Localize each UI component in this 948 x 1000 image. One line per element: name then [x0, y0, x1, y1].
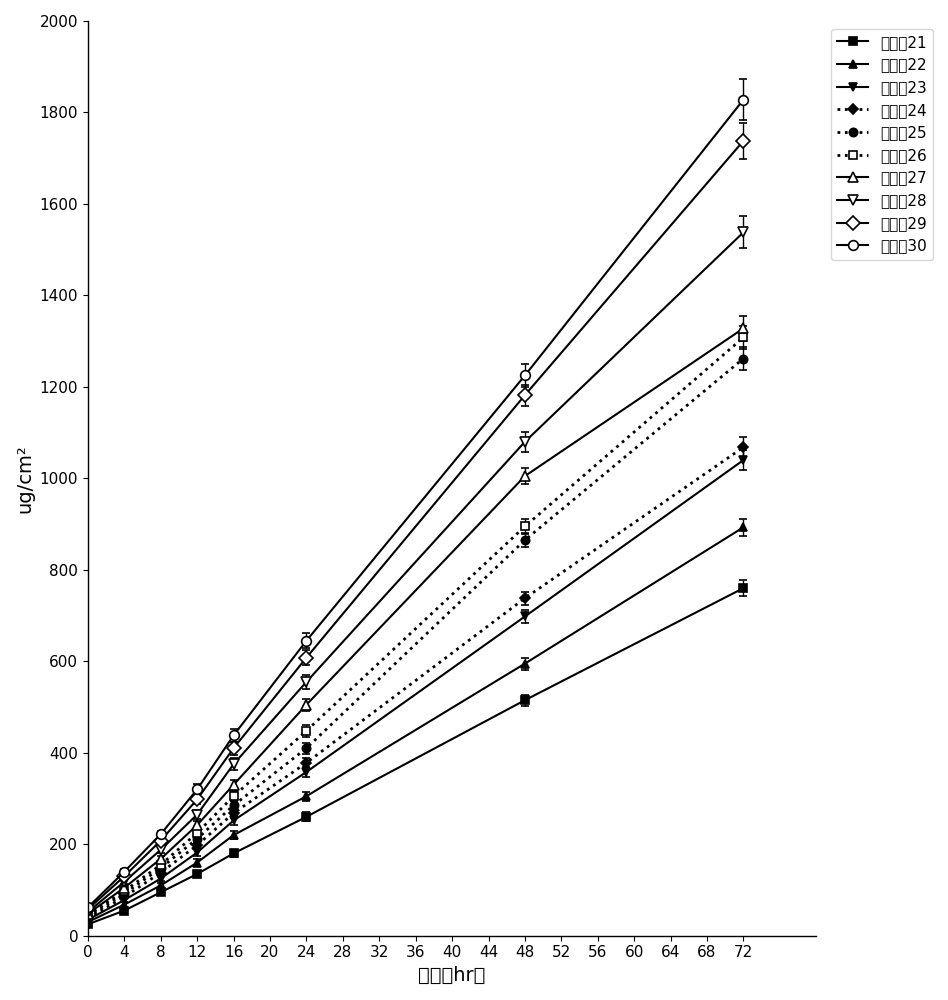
X-axis label: 时间（hr）: 时间（hr） — [418, 966, 485, 985]
Legend: 实施例21, 实施例22, 实施例23, 实施例24, 实施例25, 实施例26, 实施例27, 实施例28, 实施例29, 实施例30: 实施例21, 实施例22, 实施例23, 实施例24, 实施例25, 实施例26… — [831, 29, 933, 260]
Y-axis label: ug/cm²: ug/cm² — [15, 444, 34, 513]
